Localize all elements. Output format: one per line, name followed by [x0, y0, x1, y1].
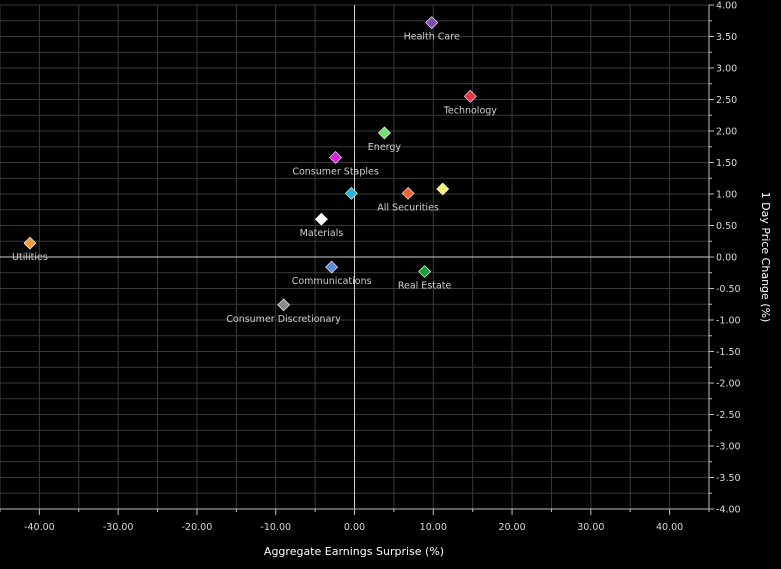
data-point-communications: Communications — [292, 260, 372, 287]
y-tick-label: 3.50 — [716, 32, 737, 43]
point-label: Utilities — [12, 252, 48, 263]
y-tick-label: -3.00 — [716, 442, 741, 453]
diamond-marker — [325, 260, 339, 274]
x-tick-label: -30.00 — [103, 522, 134, 533]
data-point-consumer-staples: Consumer Staples — [292, 151, 379, 177]
diamond-marker — [418, 265, 432, 278]
data-point-health-care: Health Care — [404, 16, 460, 43]
x-tick-label: 40.00 — [656, 522, 683, 533]
y-tick-label: -0.50 — [716, 284, 741, 295]
diamond-marker — [425, 16, 439, 30]
diamond-marker — [378, 126, 391, 140]
point-label: Real Estate — [398, 280, 452, 291]
diamond-marker — [344, 186, 358, 200]
y-tick-label: -3.50 — [716, 473, 741, 484]
data-point-unlabeled — [344, 186, 358, 200]
data-point-all-securities: All Securities — [377, 186, 439, 213]
diamond-marker — [314, 212, 328, 226]
point-label: Communications — [292, 276, 372, 287]
point-label: Consumer Staples — [292, 166, 379, 177]
point-label: All Securities — [377, 202, 439, 213]
y-tick-label: 0.50 — [716, 221, 737, 232]
x-tick-label: 0.00 — [344, 522, 365, 533]
point-label: Health Care — [404, 32, 460, 43]
data-point-real-estate: Real Estate — [398, 265, 452, 291]
point-label: Technology — [443, 105, 498, 116]
x-tick-label: -10.00 — [260, 522, 291, 533]
diamond-marker — [329, 151, 343, 164]
y-tick-label: 1.00 — [716, 190, 737, 201]
data-point-unlabeled — [436, 182, 450, 196]
diamond-marker — [436, 182, 450, 196]
y-tick-label: -4.00 — [716, 505, 741, 516]
x-tick-label: 30.00 — [577, 522, 604, 533]
y-tick-label: 3.00 — [716, 64, 737, 75]
y-tick-label: -2.00 — [716, 379, 741, 390]
y-tick-label: -2.50 — [716, 410, 741, 421]
diamond-marker — [463, 89, 477, 103]
y-tick-label: 2.00 — [716, 127, 737, 138]
x-tick-label: -20.00 — [182, 522, 213, 533]
data-points: Health Care Technology Energy Consumer Stap… — [12, 16, 498, 325]
diamond-marker — [401, 186, 415, 200]
y-tick-label: 0.00 — [716, 253, 737, 264]
diamond-marker — [23, 236, 37, 250]
data-point-materials: Materials — [300, 212, 344, 239]
x-tick-label: -40.00 — [24, 522, 55, 533]
point-label: Materials — [300, 228, 344, 239]
y-tick-labels: 4.00 3.50 3.00 2.50 2.00 1.50 1.00 0.50 0.00 -0.5… — [709, 1, 741, 516]
data-point-technology: Technology — [443, 89, 498, 116]
y-tick-label: -1.00 — [716, 316, 741, 327]
x-tick-label: 10.00 — [420, 522, 447, 533]
x-tick-label: 20.00 — [498, 522, 525, 533]
y-axis-title: 1 Day Price Change (%) — [759, 192, 772, 323]
point-label: Energy — [368, 142, 402, 153]
y-tick-label: 2.50 — [716, 95, 737, 106]
point-label: Consumer Discretionary — [226, 314, 341, 325]
y-tick-label: 4.00 — [716, 1, 737, 12]
diamond-marker — [277, 298, 291, 312]
data-point-energy: Energy — [368, 126, 402, 153]
y-tick-label: 1.50 — [716, 158, 737, 169]
data-point-utilities: Utilities — [12, 236, 48, 263]
x-tick-labels: -40.00 -30.00 -20.00 -10.00 0.00 10.00 20.00 30… — [0, 509, 710, 533]
x-axis-title: Aggregate Earnings Surprise (%) — [264, 545, 444, 558]
y-tick-label: -1.50 — [716, 347, 741, 358]
data-point-consumer-discretionary: Consumer Discretionary — [226, 298, 341, 325]
